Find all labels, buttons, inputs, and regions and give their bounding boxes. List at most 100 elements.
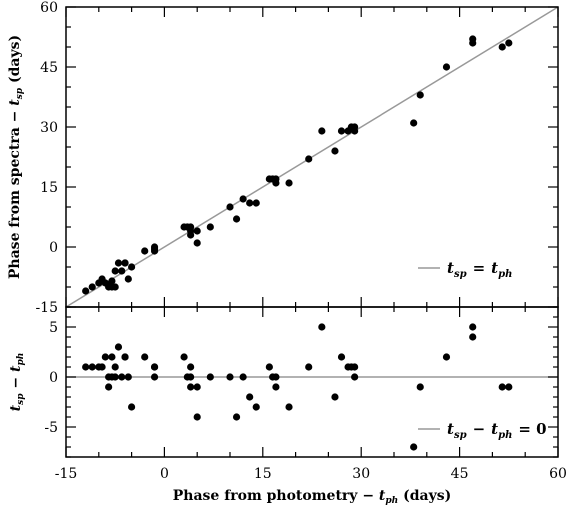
bottom-data-point	[88, 363, 96, 371]
bottom-data-point	[118, 373, 126, 381]
bottom-data-point	[82, 363, 90, 371]
top-y-axis-label: Phase from spectra − tsp (days)	[7, 35, 25, 279]
top-ticks	[65, 6, 559, 308]
bottom-data-point	[101, 353, 109, 361]
top-ytick-label: -15	[35, 300, 58, 316]
top-data-point	[108, 277, 116, 285]
top-data-point	[206, 223, 214, 231]
top-ytick-labels: -15 0 15 30 45 60	[35, 0, 58, 316]
bottom-data-point	[187, 363, 195, 371]
bottom-data-point	[239, 373, 247, 381]
top-data-point	[141, 247, 149, 255]
top-data-point	[232, 215, 241, 223]
top-data-point	[469, 35, 477, 43]
bottom-ytick-label: 5	[49, 320, 58, 336]
bottom-data-point	[180, 353, 188, 361]
bottom-data-point	[505, 383, 513, 391]
bottom-data-point	[187, 383, 195, 391]
top-data-point	[498, 43, 506, 51]
top-data-point	[150, 247, 159, 255]
top-data-point	[121, 259, 129, 267]
bottom-data-point	[206, 373, 214, 381]
bottom-data-point	[416, 383, 424, 391]
bottom-data-point	[193, 383, 201, 391]
bottom-data-point	[150, 363, 159, 371]
bottom-data-point	[98, 363, 106, 371]
top-legend: tsp = tph	[418, 259, 512, 280]
bottom-data-point	[193, 413, 201, 421]
x-tick-label: -15	[55, 466, 78, 482]
bottom-ytick-labels: -5 0 5	[44, 320, 58, 436]
bottom-data-point	[187, 373, 195, 381]
bottom-data-point	[114, 343, 123, 351]
x-tick-label: 45	[451, 466, 469, 482]
bottom-panel: -5 0 5 -15 0 15 30 45 60 tsp − tph = 0 tsp − tph P…	[8, 306, 567, 506]
top-data-point	[114, 259, 123, 267]
bottom-data-point	[442, 353, 451, 361]
bottom-y-axis-label: tsp − tph	[8, 353, 26, 412]
bottom-data-point	[272, 383, 280, 391]
top-data-point	[252, 199, 260, 207]
bottom-data-point	[305, 363, 313, 371]
bottom-data-point	[111, 373, 119, 381]
top-reference-line	[65, 6, 559, 308]
top-data-point	[442, 63, 451, 71]
bottom-data-point	[226, 373, 234, 381]
bottom-data-point	[141, 353, 149, 361]
top-data-point	[88, 283, 96, 291]
top-data-point	[193, 227, 201, 235]
bottom-points	[82, 323, 513, 451]
top-data-point	[331, 147, 339, 155]
top-data-point	[351, 127, 359, 135]
bottom-data-point	[265, 363, 273, 371]
bottom-data-point	[285, 403, 293, 411]
top-panel: -15 0 15 30 45 60 tsp = tph Phase from spectra …	[7, 0, 559, 316]
x-tick-label: 15	[254, 466, 272, 482]
bottom-data-point	[469, 333, 477, 341]
top-legend-label: tsp = tph	[447, 259, 512, 280]
top-ytick-label: 0	[49, 240, 58, 256]
top-data-point	[82, 287, 90, 295]
bottom-data-point	[121, 353, 129, 361]
top-data-point	[410, 119, 418, 127]
bottom-data-point	[111, 363, 119, 371]
bottom-frame	[65, 306, 559, 458]
top-data-point	[337, 127, 346, 135]
top-data-point	[124, 275, 132, 283]
bottom-ticks	[65, 306, 559, 458]
top-data-point	[111, 267, 119, 275]
top-data-point	[305, 155, 313, 163]
top-ytick-label: 45	[40, 60, 58, 76]
bottom-data-point	[498, 383, 506, 391]
x-tick-label: 30	[352, 466, 370, 482]
top-data-point	[111, 283, 119, 291]
bottom-data-point	[272, 373, 280, 381]
top-data-point	[128, 263, 136, 271]
bottom-data-point	[351, 363, 359, 371]
bottom-data-point	[318, 323, 326, 331]
x-tick-label: 0	[160, 466, 169, 482]
bottom-data-point	[150, 373, 159, 381]
top-data-point	[505, 39, 513, 47]
x-axis-label: Phase from photometry − tph (days)	[173, 488, 451, 506]
bottom-legend-label: tsp − tph = 0	[447, 420, 547, 441]
top-data-point	[193, 239, 201, 247]
bottom-data-point	[331, 393, 339, 401]
x-tick-label: 60	[549, 466, 567, 482]
top-points	[82, 35, 513, 295]
bottom-ytick-label: -5	[44, 420, 58, 436]
bottom-ytick-label: 0	[49, 370, 58, 386]
top-data-point	[226, 203, 234, 211]
bottom-data-point	[246, 393, 254, 401]
top-data-point	[318, 127, 326, 135]
bottom-data-point	[410, 443, 418, 451]
top-data-point	[239, 195, 247, 203]
top-data-point	[187, 223, 195, 231]
bottom-data-point	[351, 373, 359, 381]
bottom-data-point	[337, 353, 346, 361]
bottom-data-point	[108, 353, 116, 361]
top-ytick-label: 60	[40, 0, 58, 16]
top-data-point	[118, 267, 126, 275]
top-ytick-label: 30	[40, 120, 58, 136]
